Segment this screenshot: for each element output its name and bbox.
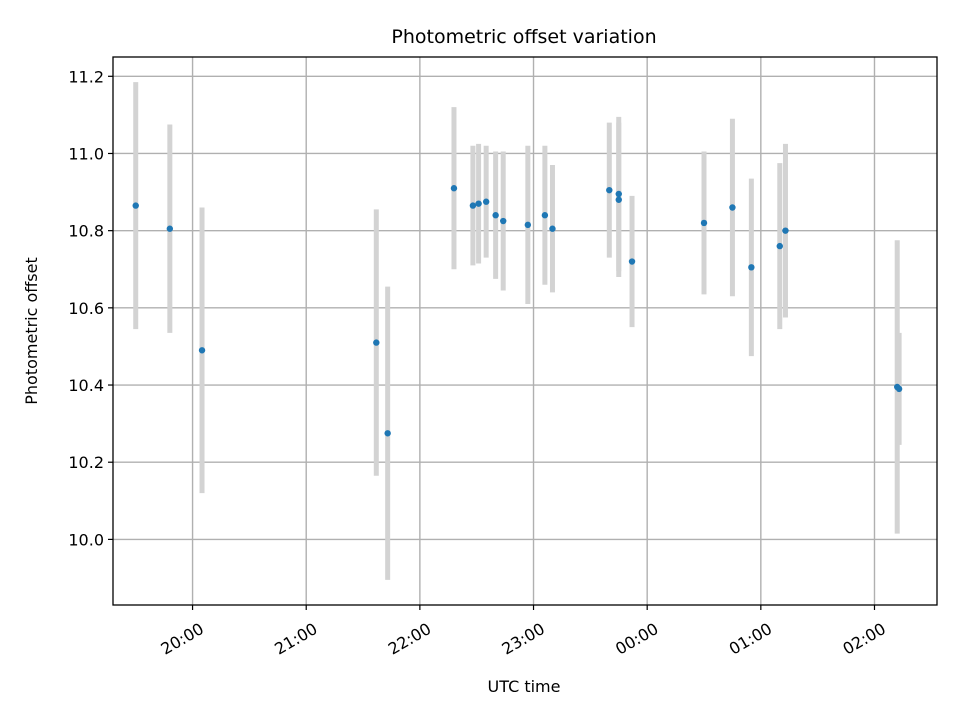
data-point [469, 202, 477, 209]
data-point [606, 186, 613, 194]
y-tick-label: 10.2 [68, 453, 104, 472]
data-point [615, 196, 622, 203]
chart-title: Photometric offset variation [391, 26, 656, 48]
y-tick-label: 11.0 [68, 144, 104, 163]
data-point [541, 212, 549, 219]
data-point [500, 217, 507, 225]
data-point [549, 225, 556, 232]
data-point [198, 347, 206, 354]
data-point-layer [132, 185, 903, 437]
data-point [524, 221, 532, 229]
data-point [132, 202, 139, 209]
data-point [384, 430, 391, 437]
data-point [729, 204, 736, 211]
data-point [700, 219, 708, 227]
data-point [782, 227, 789, 234]
data-point [166, 225, 174, 232]
data-point [492, 212, 499, 219]
data-point [748, 264, 755, 271]
y-tick-label: 10.6 [68, 299, 104, 318]
data-point [373, 339, 380, 346]
data-point [628, 258, 636, 265]
x-axis-label: UTC time [488, 677, 561, 696]
data-point [475, 200, 482, 207]
grid-layer [113, 57, 937, 605]
y-axis-label: Photometric offset [22, 257, 41, 405]
data-point [895, 385, 903, 393]
data-point [776, 242, 783, 250]
y-tick-label: 11.2 [68, 67, 104, 86]
y-tick-label: 10.8 [68, 222, 104, 241]
data-point [615, 190, 622, 198]
y-tick-label: 10.0 [68, 530, 104, 549]
data-point [482, 198, 490, 205]
data-point [450, 185, 458, 192]
y-tick-label: 10.4 [68, 376, 104, 395]
plot-frame [112, 56, 938, 606]
